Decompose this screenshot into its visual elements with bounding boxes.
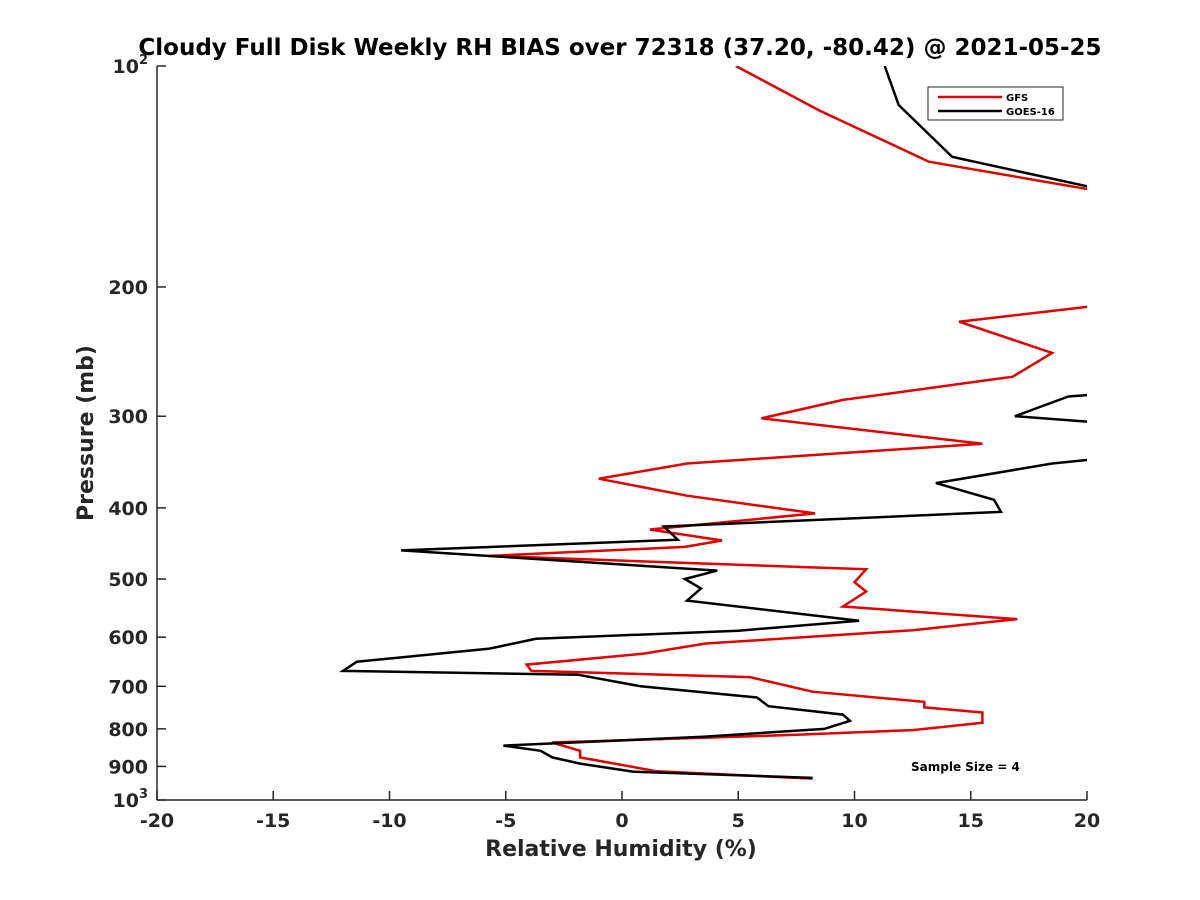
- x-tick-label: -20: [140, 810, 174, 832]
- y-tick-label: 102: [113, 53, 149, 78]
- series-line-goes-16: [1014, 393, 1087, 423]
- sample-size-annotation: Sample Size = 4: [911, 760, 1020, 774]
- y-tick-label: 200: [108, 277, 148, 299]
- x-tick-label: 15: [958, 810, 984, 832]
- y-tick-label: 300: [108, 406, 148, 428]
- x-tick-label: 5: [732, 810, 745, 832]
- y-tick-label: 800: [108, 719, 148, 741]
- plot-area: [338, 66, 1087, 780]
- y-tick-label-base: 600: [108, 627, 148, 649]
- y-tick-label-base: 200: [108, 277, 148, 299]
- y-tick-label: 500: [108, 569, 148, 591]
- y-tick-label-base: 900: [108, 756, 148, 778]
- x-tick-label: -10: [372, 810, 406, 832]
- y-tick-label-base: 300: [108, 406, 148, 428]
- x-tick-label: 0: [615, 810, 628, 832]
- x-tick-label: -5: [495, 810, 516, 832]
- y-axis-label: Pressure (mb): [74, 345, 99, 521]
- x-axis-label: Relative Humidity (%): [485, 837, 757, 862]
- x-axis-ticks: -20 -15 -10 -5 0 5 10 15 20: [140, 791, 1100, 832]
- series-line-gfs: [735, 66, 1087, 191]
- y-tick-label: 400: [108, 498, 148, 520]
- legend-label-goes-16: GOES-16: [1006, 107, 1055, 118]
- chart-title: Cloudy Full Disk Weekly RH BIAS over 723…: [138, 35, 1101, 61]
- x-tick-label: 10: [841, 810, 867, 832]
- y-tick-label-base: 500: [108, 569, 148, 591]
- x-tick-label: -15: [256, 810, 290, 832]
- y-tick-label-base: 10: [113, 56, 139, 78]
- y-tick-label-base: 800: [108, 719, 148, 741]
- series-line-goes-16: [883, 66, 1087, 188]
- y-tick-label-base: 700: [108, 676, 148, 698]
- chart-legend: GFS GOES-16: [927, 86, 1064, 121]
- y-tick-label: 600: [108, 627, 148, 649]
- y-tick-label: 103: [113, 787, 149, 812]
- x-tick-label: 20: [1074, 810, 1100, 832]
- legend-box: [927, 86, 1064, 121]
- series-line-gfs: [489, 305, 1087, 780]
- y-tick-label-base: 400: [108, 498, 148, 520]
- y-tick-label: 900: [108, 756, 148, 778]
- y-tick-label-exponent: 2: [139, 53, 148, 68]
- series-layer: [338, 66, 1087, 780]
- y-tick-label: 700: [108, 676, 148, 698]
- series-line-goes-16: [338, 458, 1087, 780]
- y-tick-label-base: 10: [113, 790, 139, 812]
- y-tick-label-exponent: 3: [139, 787, 148, 802]
- legend-label-gfs: GFS: [1006, 93, 1028, 104]
